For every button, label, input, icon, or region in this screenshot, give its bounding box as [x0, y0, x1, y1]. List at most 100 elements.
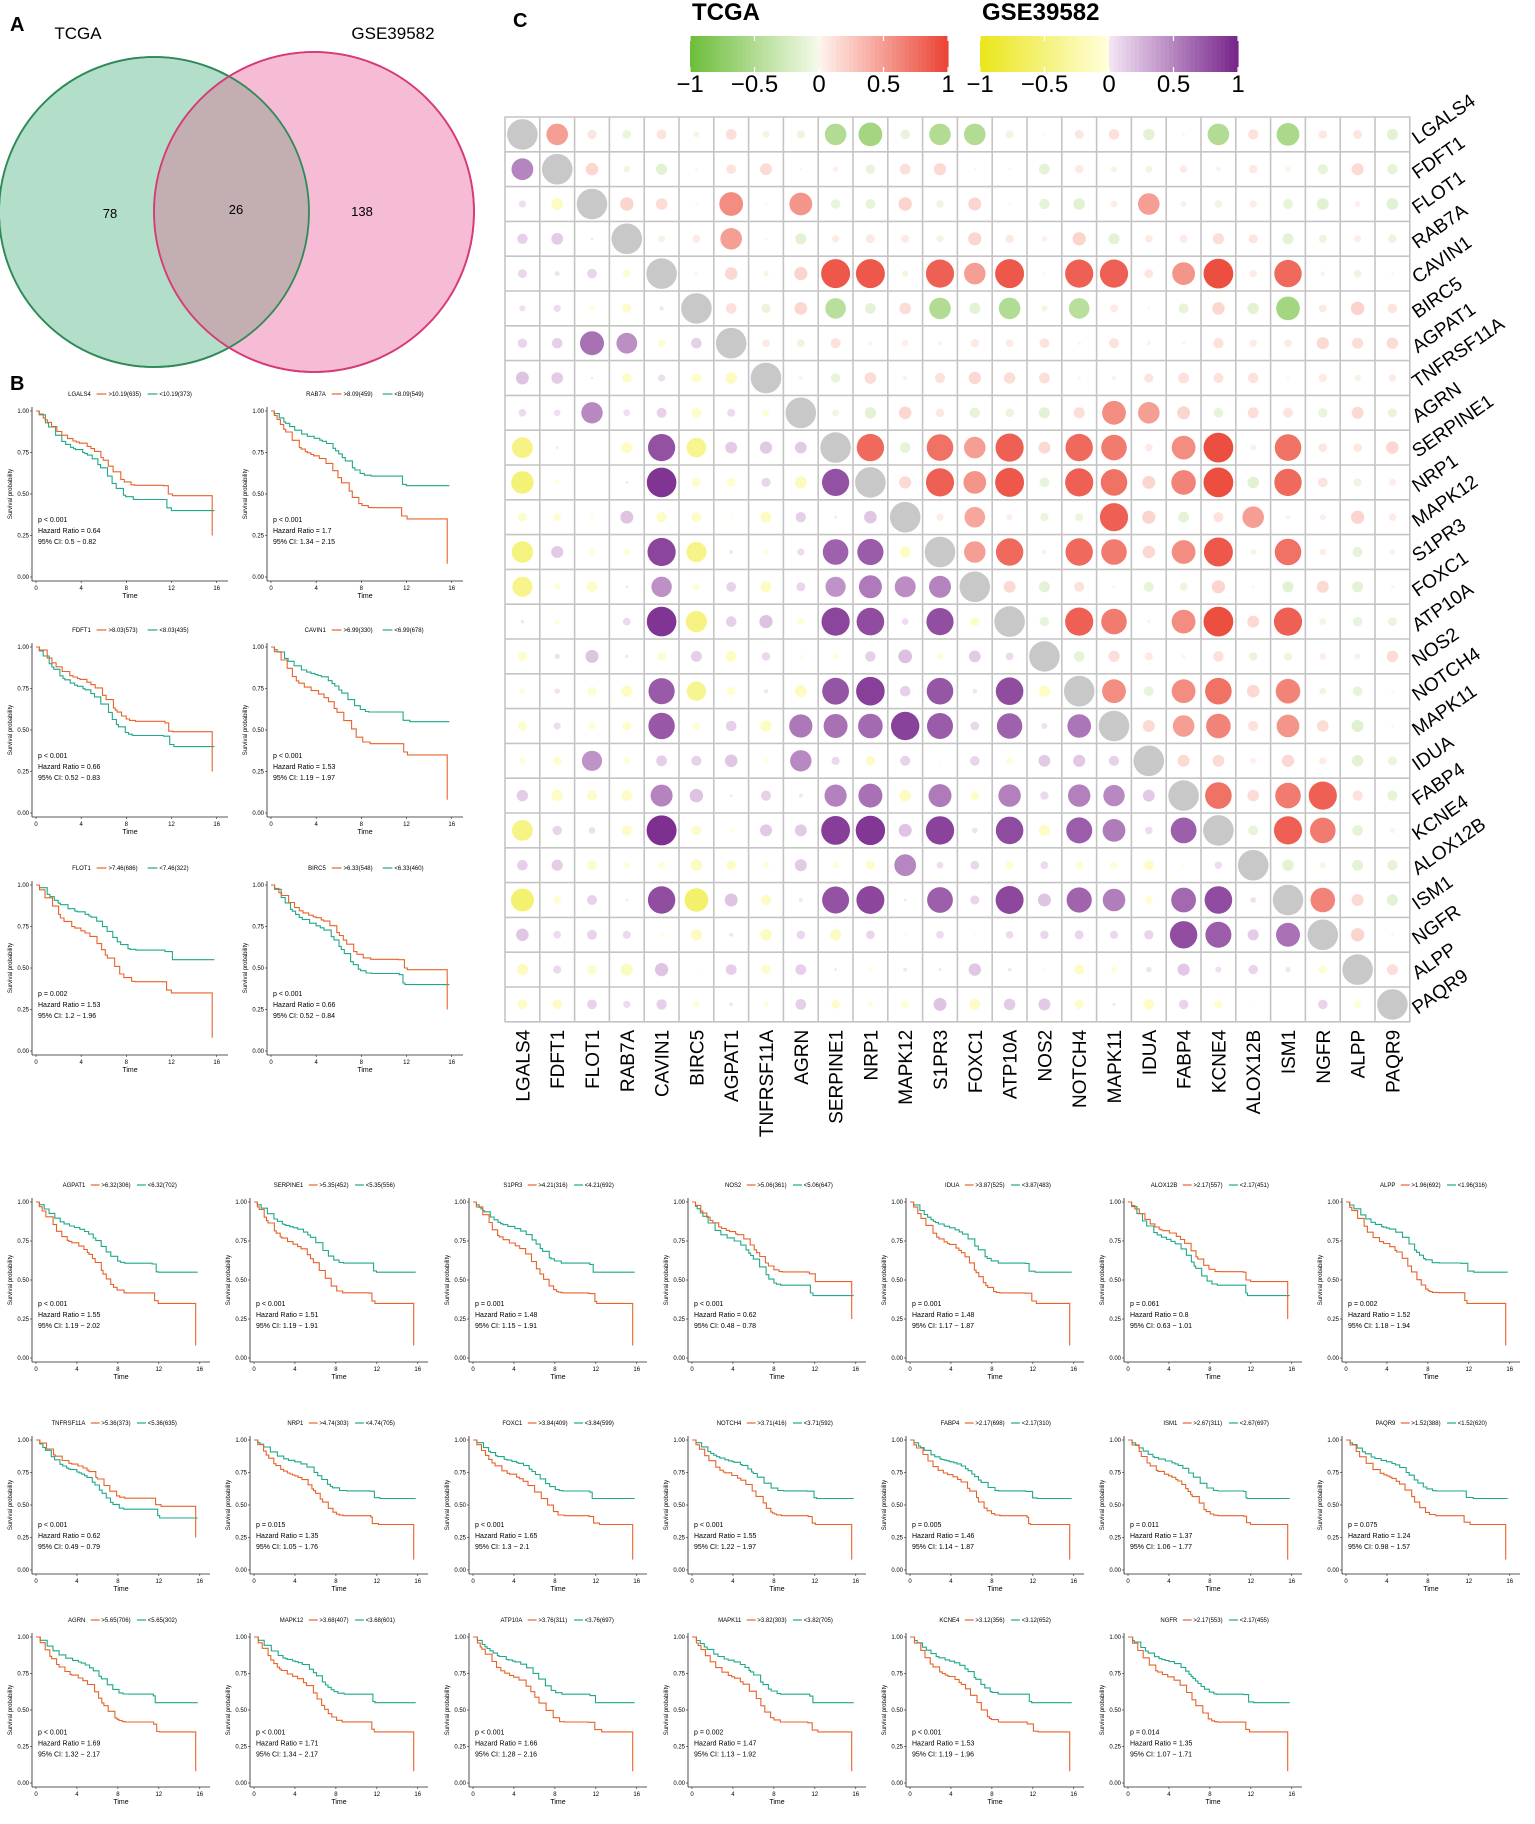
legend-swatch: [1152, 36, 1157, 72]
km-y-tick-label: 0.75: [17, 451, 29, 457]
legend-swatch: [1091, 36, 1097, 72]
km-curve-low: [692, 1201, 854, 1297]
corr-cell: [822, 539, 849, 565]
legend-swatch: [1156, 36, 1162, 72]
km-x-tick-label: 16: [852, 1579, 859, 1585]
km-x-tick-label: 0: [252, 1579, 256, 1585]
corr-cell: [794, 476, 807, 489]
km-p-value: p = 0.015: [256, 1522, 285, 1529]
corr-cell: [1178, 303, 1189, 314]
corr-cell: [936, 513, 944, 521]
legend-swatch: [745, 36, 751, 72]
diag-circle-rab7a: [611, 223, 643, 255]
corr-cell: [1203, 467, 1234, 498]
km-y-label: Survival probability: [8, 1255, 14, 1305]
km-x-tick-label: 16: [1288, 1367, 1295, 1373]
legend-swatch: [853, 36, 859, 72]
legend-swatch: [694, 36, 700, 72]
corr-cell: [970, 860, 980, 870]
legend-swatch: [1087, 36, 1093, 72]
corr-cell: [655, 963, 669, 977]
corr-cell: [1143, 128, 1155, 141]
corr-cell: [590, 376, 594, 380]
corr-cell: [1039, 338, 1050, 349]
corr-cell: [589, 515, 595, 520]
corr-cell: [1068, 298, 1090, 319]
corr-cell: [1041, 235, 1048, 242]
km-y-tick-label: 0.00: [17, 1049, 29, 1055]
corr-cell: [1352, 686, 1363, 697]
corr-cell: [621, 825, 632, 836]
corr-cell: [648, 678, 675, 705]
km-ci: 95% CI: 1.13 − 1.92: [694, 1752, 756, 1759]
km-y-tick-label: 0.00: [891, 1568, 903, 1574]
km-plot-paqr9: PAQR9 >1.52(388) <1.52(620) 0.00 0.25 0.50 0.7…: [1318, 1421, 1520, 1593]
corr-cell: [693, 583, 700, 591]
corr-cell: [1273, 607, 1303, 636]
km-x-tick-label: 4: [75, 1367, 79, 1373]
corr-cell: [1251, 585, 1255, 589]
km-y-tick-label: 1.00: [673, 1200, 685, 1206]
km-legend-low-label: <4.21(692): [585, 1183, 614, 1189]
corr-cell: [622, 303, 632, 313]
corr-cell: [865, 303, 876, 314]
corr-cell: [1282, 581, 1294, 593]
km-legend-high-label: >7.46(686): [108, 866, 137, 872]
corr-cell: [729, 1002, 734, 1007]
km-x-tick-label: 0: [252, 1367, 256, 1373]
corr-cell: [796, 582, 806, 592]
corr-cell: [1065, 433, 1093, 462]
corr-cell: [719, 192, 744, 216]
km-plot-alpp: ALPP >1.96(692) <1.96(316) 0.00 0.25 0.50 0.75…: [1318, 1183, 1520, 1381]
corr-cell: [516, 963, 529, 976]
col-label-foxc1: FOXC1: [966, 1030, 987, 1093]
km-y-tick-label: 0.50: [252, 966, 264, 972]
corr-cell: [1072, 232, 1086, 246]
corr-cell: [1067, 714, 1091, 738]
corr-cell: [1065, 607, 1094, 636]
corr-cell: [1146, 341, 1152, 346]
km-x-label: Time: [113, 1586, 128, 1593]
corr-cell: [1008, 202, 1011, 206]
corr-cell: [968, 232, 982, 246]
km-x-tick-label: 0: [908, 1792, 912, 1798]
corr-cell: [1040, 513, 1049, 522]
corr-cell: [1352, 790, 1363, 801]
corr-cell: [1386, 337, 1399, 350]
corr-cell: [968, 650, 981, 663]
corr-cell: [823, 714, 848, 738]
corr-cell: [1099, 259, 1129, 288]
km-x-tick-label: 4: [80, 1060, 84, 1066]
corr-cell: [1250, 757, 1257, 764]
corr-cell: [1074, 581, 1085, 592]
corr-cell: [1282, 233, 1294, 245]
corr-cell: [1101, 539, 1127, 565]
corr-cell: [970, 791, 980, 801]
corr-cell: [1112, 585, 1116, 589]
km-plot-ngfr: NGFR >2.17(553) <2.17(455) 0.00 0.25 0.50 0.75…: [1100, 1618, 1302, 1806]
corr-cell: [691, 337, 702, 349]
corr-cell: [867, 1001, 874, 1008]
corr-cell: [1276, 922, 1300, 947]
corr-cell: [972, 827, 978, 834]
corr-cell: [763, 549, 769, 555]
legend-swatch: [992, 36, 998, 72]
col-label-atp10a: ATP10A: [1001, 1029, 1022, 1099]
corr-cell: [821, 259, 851, 289]
corr-cell: [1389, 549, 1396, 555]
corr-cell: [692, 234, 701, 243]
corr-cell: [1041, 549, 1047, 555]
corr-cell: [1007, 967, 1012, 972]
km-x-tick-label: 12: [1247, 1792, 1254, 1798]
km-curve-low: [910, 1201, 1072, 1273]
km-x-tick-label: 12: [373, 1367, 380, 1373]
col-label-cavin1: CAVIN1: [653, 1030, 674, 1097]
km-p-value: p = 0.061: [1130, 1301, 1159, 1308]
corr-cell: [764, 237, 768, 241]
corr-cell: [1142, 720, 1155, 732]
km-x-tick-label: 8: [360, 1060, 364, 1066]
km-x-tick-label: 16: [213, 822, 220, 828]
corr-cell: [1138, 402, 1160, 424]
km-hazard-ratio: Hazard Ratio = 1.53: [912, 1741, 975, 1748]
